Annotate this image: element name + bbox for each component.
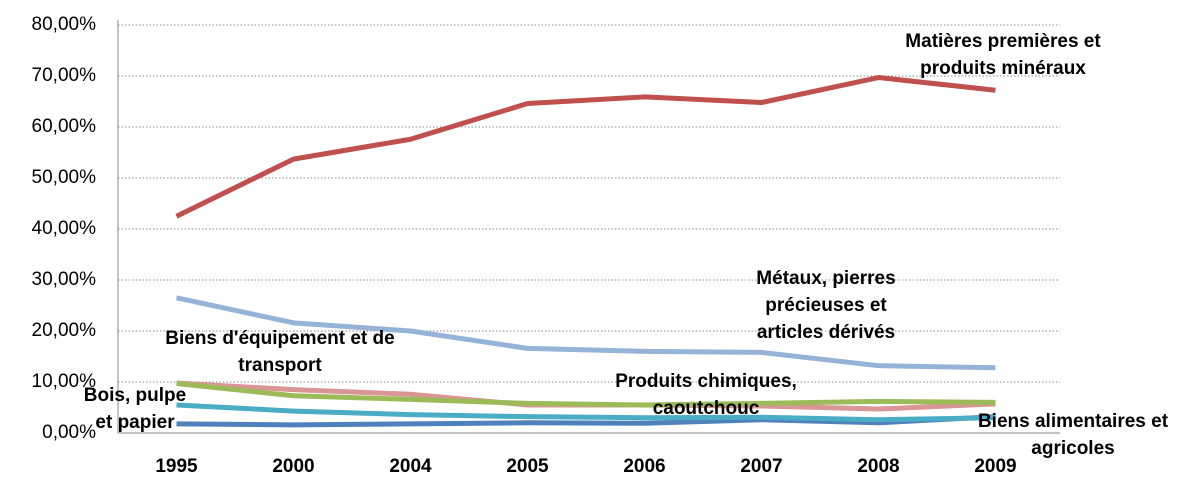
- series-line: [176, 381, 996, 408]
- x-tick-label: 2000: [272, 456, 314, 477]
- x-tick-label: 2009: [974, 456, 1016, 477]
- x-tick-label: 2006: [623, 456, 665, 477]
- series-line: [176, 402, 996, 423]
- y-tick-label: 50,00%: [32, 167, 97, 188]
- series-line: [176, 414, 996, 428]
- y-tick-label: 40,00%: [32, 218, 97, 239]
- x-tick-label: 2008: [857, 456, 899, 477]
- series-label: Bois, pulpe et papier: [83, 385, 187, 433]
- y-tick-label: 0,00%: [42, 422, 96, 443]
- series-label: Biens alimentaires et agricoles: [977, 411, 1169, 459]
- y-tick-label: 60,00%: [32, 116, 97, 137]
- y-tick-label: 10,00%: [32, 371, 97, 392]
- series-line: [175, 295, 996, 371]
- series-label: Produits chimiques, caoutchouc: [615, 371, 797, 419]
- series-label: Métaux, pierres précieuses et articles d…: [756, 268, 896, 343]
- x-tick-label: 1995: [155, 456, 198, 477]
- series-line: [175, 75, 996, 219]
- x-tick-label: 2007: [740, 456, 782, 477]
- y-tick-label: 80,00%: [32, 14, 97, 35]
- x-tick-label: 2005: [506, 456, 549, 477]
- y-tick-label: 30,00%: [32, 269, 97, 290]
- series-label: Matières premières et produits minéraux: [905, 31, 1101, 79]
- y-tick-label: 20,00%: [32, 320, 97, 341]
- series-label: Biens d'équipement et de transport: [165, 328, 395, 376]
- y-tick-label: 70,00%: [32, 65, 97, 86]
- x-tick-label: 2004: [389, 456, 432, 477]
